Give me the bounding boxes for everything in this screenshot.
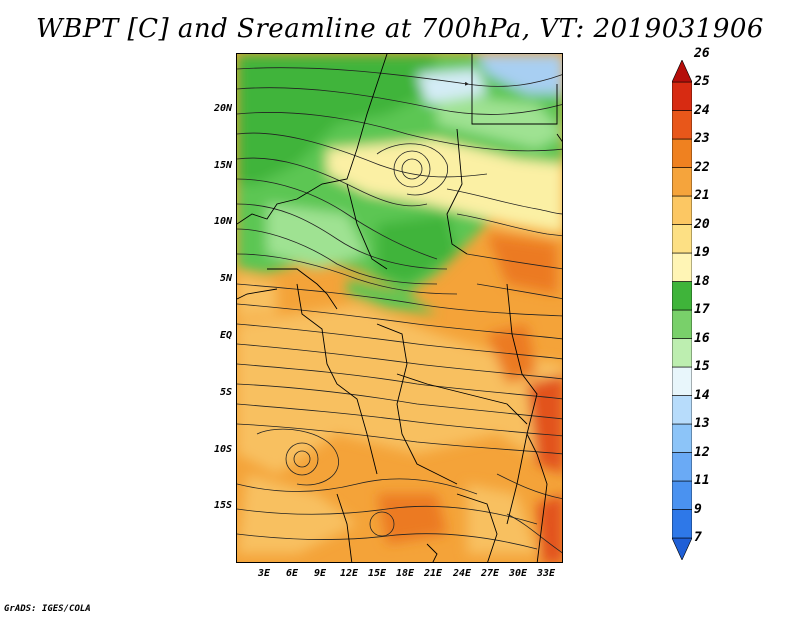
streamlines xyxy=(237,67,562,554)
colorbar-segment xyxy=(672,480,692,510)
colorbar-label: 25 xyxy=(694,74,710,89)
colorbar-segment xyxy=(672,167,692,197)
colorbar-segment xyxy=(672,224,692,254)
footer-credit: GrADS: IGES/COLA xyxy=(4,604,91,614)
lon-label-15e: 15E xyxy=(367,568,387,579)
lon-label-6e: 6E xyxy=(285,568,299,579)
colorbar-segment xyxy=(672,281,692,311)
colorbar-segment xyxy=(672,81,692,111)
colorbar-segment xyxy=(672,366,692,396)
colorbar-segment xyxy=(672,395,692,425)
map-title: WBPT [C] and Sreamline at 700hPa, VT: 20… xyxy=(36,14,764,44)
colorbar-segment xyxy=(672,338,692,368)
lon-label-3e: 3E xyxy=(257,568,271,579)
colorbar-label: 9 xyxy=(694,501,702,517)
lat-label-10n: 10N xyxy=(213,216,232,227)
lon-label-9e: 9E xyxy=(313,568,327,579)
colorbar-segment xyxy=(672,195,692,225)
colorbar xyxy=(672,60,692,560)
colorbar-label: 21 xyxy=(694,188,710,203)
lat-label-15n: 15N xyxy=(213,160,232,171)
colorbar-label: 19 xyxy=(694,245,710,260)
colorbar-segment xyxy=(672,423,692,453)
lon-label-21e: 21E xyxy=(423,568,443,579)
lon-label-24e: 24E xyxy=(452,568,472,579)
colorbar-segment xyxy=(672,60,692,83)
colorbar-segment xyxy=(672,309,692,339)
colorbar-label: 16 xyxy=(694,330,710,346)
lat-label-10s: 10S xyxy=(213,444,232,455)
colorbar-label: 14 xyxy=(694,387,710,403)
weather-map xyxy=(236,53,563,563)
country-borders xyxy=(237,54,562,562)
colorbar-label: 17 xyxy=(694,302,710,317)
colorbar-segment xyxy=(672,110,692,140)
colorbar-label: 20 xyxy=(694,216,710,232)
lat-label-15s: 15S xyxy=(213,500,232,511)
lon-label-30e: 30E xyxy=(508,568,528,579)
colorbar-label: 7 xyxy=(694,530,702,545)
lat-label-20n: 20N xyxy=(213,103,232,114)
lat-label-5s: 5S xyxy=(219,387,232,398)
map-svg xyxy=(237,54,562,562)
colorbar-label: 24 xyxy=(694,102,710,118)
lon-label-33e: 33E xyxy=(536,568,556,579)
colorbar-segment xyxy=(672,452,692,482)
colorbar-label: 12 xyxy=(694,444,710,460)
lat-label-5n: 5N xyxy=(219,273,232,284)
colorbar-label: 18 xyxy=(694,273,710,289)
colorbar-label: 15 xyxy=(694,359,710,374)
colorbar-segment xyxy=(672,252,692,282)
colorbar-label: 22 xyxy=(694,159,710,175)
lat-label-eq: EQ xyxy=(219,330,232,341)
colorbar-segment xyxy=(672,138,692,168)
lon-label-12e: 12E xyxy=(339,568,359,579)
colorbar-label: 26 xyxy=(694,45,710,61)
lon-label-18e: 18E xyxy=(395,568,415,579)
lon-label-27e: 27E xyxy=(480,568,500,579)
colorbar-segment xyxy=(672,509,692,539)
colorbar-label: 11 xyxy=(694,473,710,488)
colorbar-label: 23 xyxy=(694,131,710,146)
colorbar-segment xyxy=(672,537,692,560)
colorbar-label: 13 xyxy=(694,416,710,431)
